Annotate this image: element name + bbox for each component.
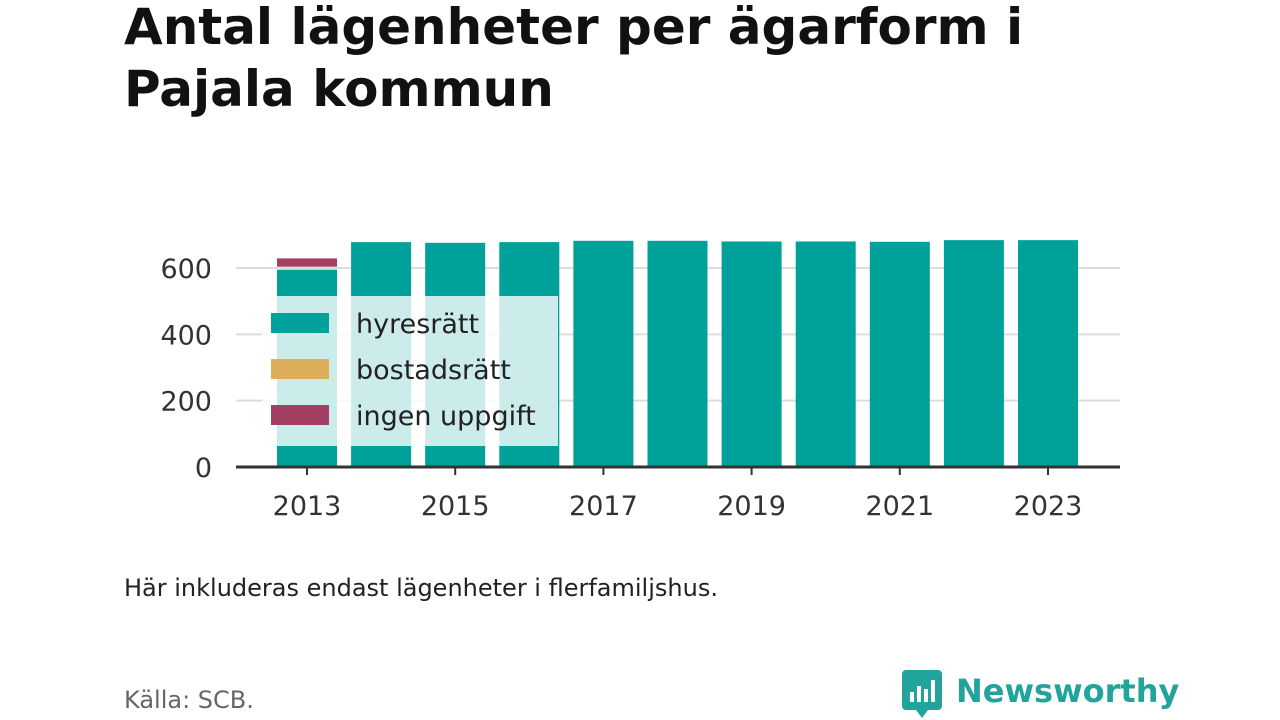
- chart-note: Här inkluderas endast lägenheter i flerf…: [124, 574, 718, 602]
- x-tick-label: 2015: [421, 491, 490, 522]
- bar-segment[interactable]: [795, 241, 856, 467]
- legend-swatch: [271, 313, 329, 333]
- x-tick-label: 2013: [273, 491, 342, 522]
- y-tick-label: 400: [160, 320, 212, 351]
- brand-logo[interactable]: Newsworthy: [902, 670, 1179, 720]
- legend-label: bostadsrätt: [356, 355, 511, 386]
- legend-label: hyresrätt: [356, 309, 479, 340]
- bar-segment[interactable]: [869, 241, 930, 467]
- newsworthy-logo-icon: [902, 670, 942, 718]
- bar-segment[interactable]: [573, 240, 634, 467]
- bar-segment[interactable]: [277, 258, 337, 267]
- x-tick-label: 2019: [717, 491, 786, 522]
- y-tick-label: 0: [195, 453, 212, 484]
- bar-segment[interactable]: [647, 240, 708, 467]
- bar-segment[interactable]: [721, 241, 782, 467]
- source-label: Källa: SCB.: [124, 686, 254, 714]
- legend-swatch: [271, 405, 329, 425]
- legend-swatch: [271, 359, 329, 379]
- bar-segment[interactable]: [943, 240, 1004, 467]
- legend-label: ingen uppgift: [356, 401, 536, 432]
- chart-title: Antal lägenheter per ägarform i Pajala k…: [124, 0, 1024, 118]
- x-tick-label: 2023: [1014, 491, 1083, 522]
- bar-segment[interactable]: [1018, 240, 1078, 467]
- x-tick-label: 2017: [569, 491, 638, 522]
- x-tick-label: 2021: [865, 491, 934, 522]
- brand-name: Newsworthy: [956, 672, 1180, 710]
- y-tick-label: 600: [160, 254, 212, 285]
- y-tick-label: 200: [160, 387, 212, 418]
